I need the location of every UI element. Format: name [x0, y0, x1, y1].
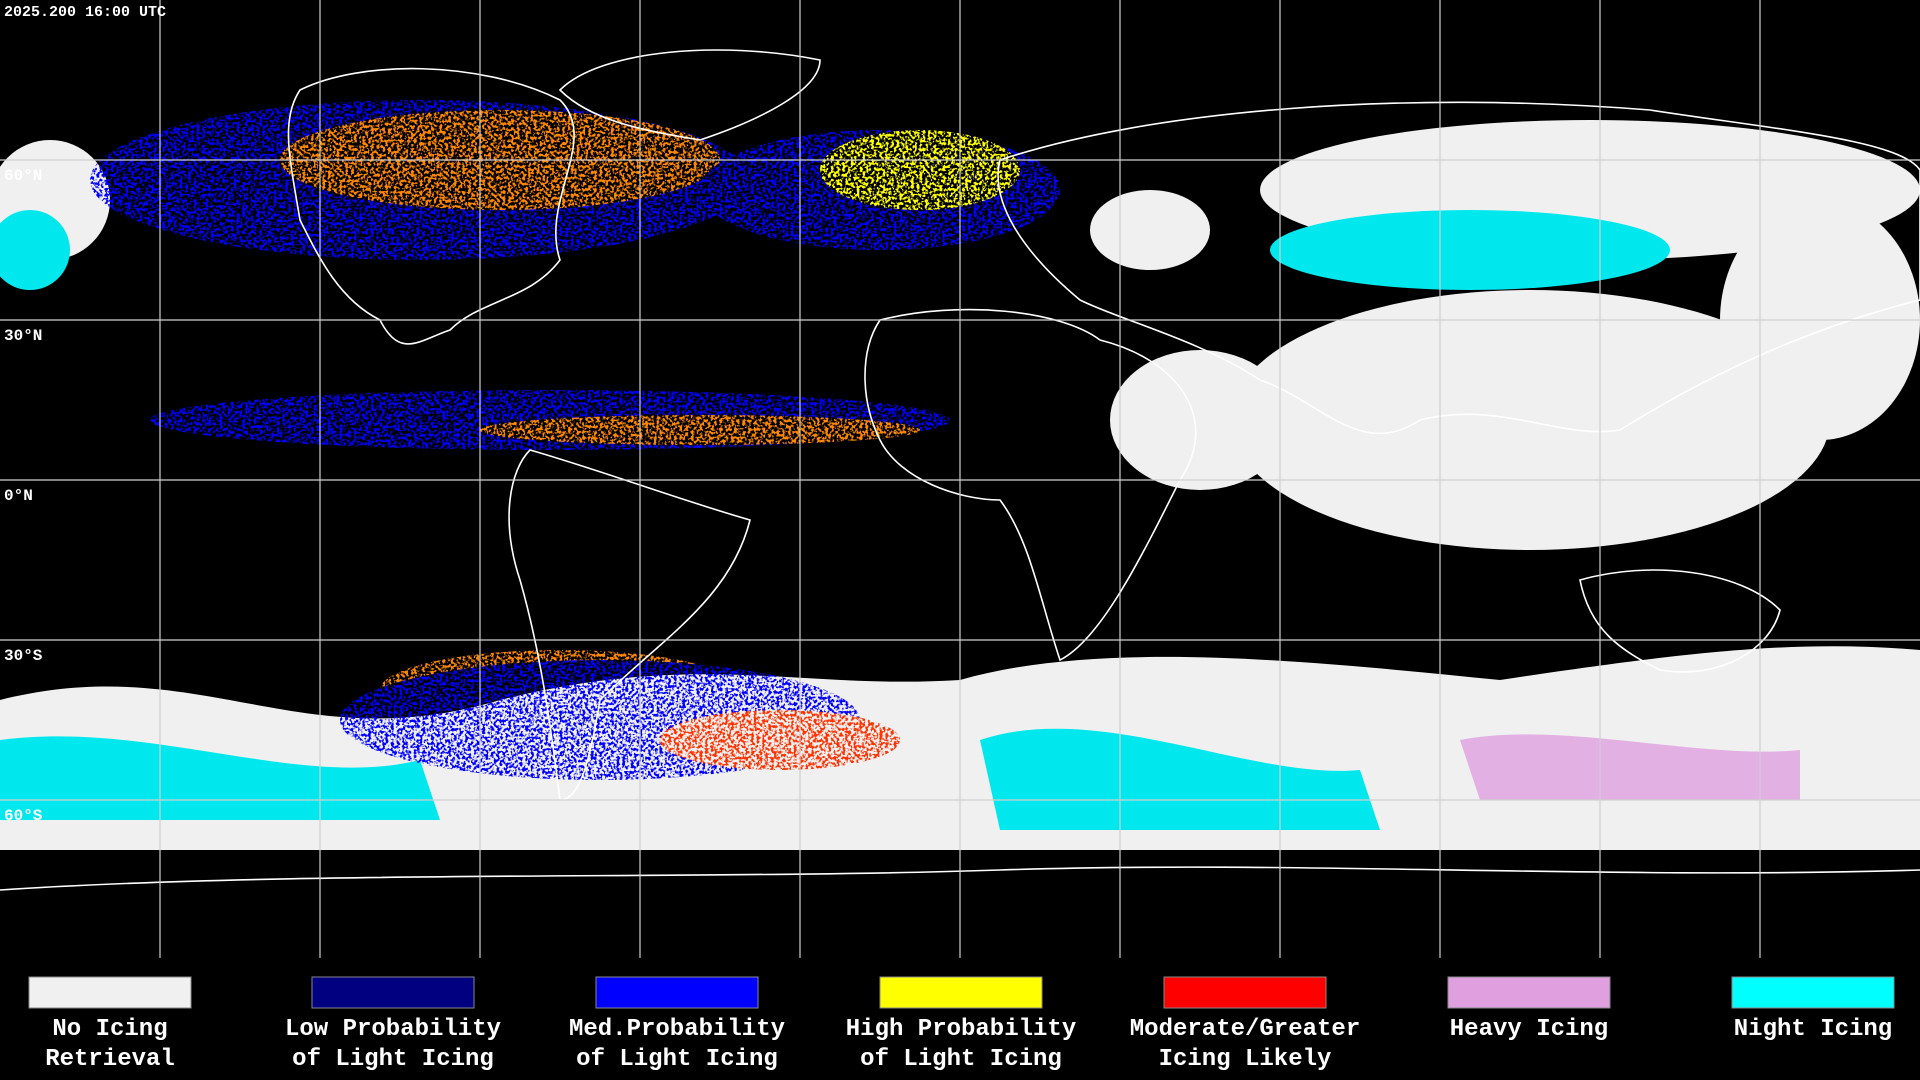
latitude-label: 30°S: [4, 647, 43, 665]
graticule: [0, 0, 1920, 958]
legend-label: Night Icing: [1734, 1016, 1892, 1043]
legend-label: of Light Icing: [860, 1046, 1062, 1073]
legend-label: Icing Likely: [1159, 1046, 1332, 1073]
legend-label: No Icing: [52, 1016, 167, 1043]
legend: No Icing Retrieval Low Probability of Light…: [28, 976, 1895, 1073]
legend-label: Retrieval: [45, 1046, 175, 1073]
coastlines: [0, 49, 1920, 891]
latitude-label: 30°N: [4, 327, 42, 345]
timestamp: 2025.200 16:00 UTC: [4, 4, 166, 21]
legend-swatch: [28, 976, 192, 1009]
legend-swatch: [1163, 976, 1327, 1009]
legend-label: Low Probability: [285, 1016, 501, 1043]
legend-label: Heavy Icing: [1450, 1016, 1608, 1043]
legend-label: Moderate/Greater: [1130, 1016, 1360, 1043]
legend-swatch: [879, 976, 1043, 1009]
legend-swatch: [1447, 976, 1611, 1009]
legend-label: High Probability: [846, 1016, 1076, 1043]
legend-swatch: [311, 976, 475, 1009]
latitude-labels: 60°N 30°N 0°N 30°S 60°S: [4, 167, 43, 825]
legend-label: of Light Icing: [292, 1046, 494, 1073]
latitude-label: 60°N: [4, 167, 42, 185]
latitude-label: 0°N: [4, 487, 33, 505]
latitude-label: 60°S: [4, 807, 43, 825]
legend-swatch: [1731, 976, 1895, 1009]
legend-swatch: [595, 976, 759, 1009]
legend-label: of Light Icing: [576, 1046, 778, 1073]
legend-label: Med.Probability: [569, 1016, 785, 1043]
